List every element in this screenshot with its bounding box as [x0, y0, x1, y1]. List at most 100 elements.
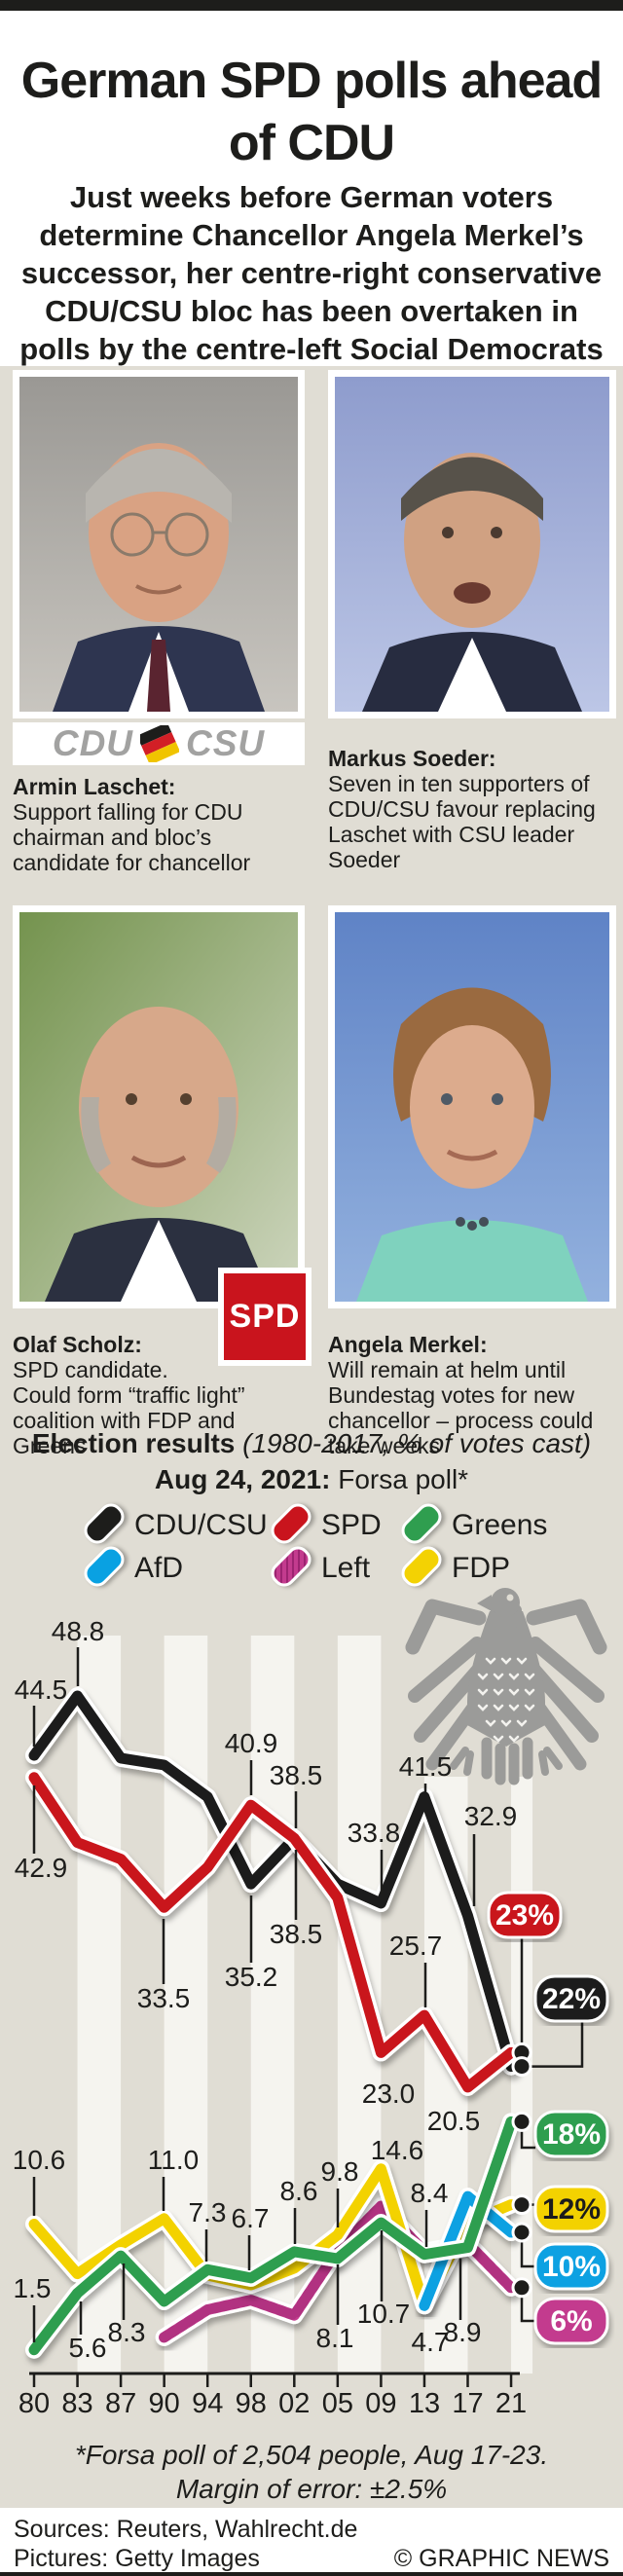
svg-text:14.6: 14.6	[371, 2135, 424, 2165]
cdu-logo-text: CDU	[52, 723, 134, 763]
svg-text:9.8: 9.8	[321, 2156, 359, 2187]
svg-text:25.7: 25.7	[389, 1931, 443, 1961]
caption-angela-merkel: Angela Merkel: Will remain at helm until…	[328, 1332, 618, 1458]
svg-text:17: 17	[452, 2388, 483, 2419]
spd-logo: SPD	[218, 1268, 312, 1366]
intro-text: Just weeks before German voters determin…	[19, 180, 604, 366]
german-flag-icon	[140, 725, 180, 762]
caption-olaf-scholz: Olaf Scholz: SPD candidate. Could form “…	[13, 1332, 309, 1458]
value-annotations: 44.548.842.940.938.538.535.233.533.841.5…	[13, 1616, 518, 2363]
svg-text:7.3: 7.3	[189, 2197, 227, 2227]
legend-label: Greens	[452, 1509, 548, 1541]
svg-text:6%: 6%	[550, 2305, 592, 2337]
poll-badges: 23% 22% 18% 12% 10% 6%	[487, 1891, 609, 2345]
svg-text:21: 21	[495, 2388, 527, 2419]
svg-text:35.2: 35.2	[225, 1962, 278, 1992]
chart-title: Election results	[31, 1428, 236, 1458]
caption-name: Markus Soeder:	[328, 746, 496, 771]
chart-subtitle: (1980-2017, % of votes cast)	[235, 1428, 592, 1458]
footnote-line2: Margin of error: ±2.5%	[175, 2474, 448, 2504]
svg-text:83: 83	[61, 2388, 92, 2419]
photo-armin-laschet	[13, 370, 305, 718]
svg-text:33.5: 33.5	[137, 1983, 191, 2013]
svg-text:41.5: 41.5	[399, 1751, 453, 1782]
election-results-chart: 80 83 87 90 94 98 02 05 09 13 17 21 44.5 48.8 42.9 40.9…	[13, 1588, 609, 2419]
footer-credit: © GRAPHIC NEWS	[393, 2545, 609, 2572]
svg-text:20.5: 20.5	[427, 2106, 481, 2136]
x-axis: 80 83 87 90 94 98 02 05 09 13 17 21	[18, 2372, 527, 2419]
footnote-line1: *Forsa poll of 2,504 people, Aug 17-23.	[74, 2440, 549, 2470]
cdu-csu-logo: CDU CSU	[13, 722, 305, 765]
svg-text:32.9: 32.9	[464, 1801, 518, 1831]
photo-olaf-scholz	[13, 905, 305, 1308]
top-rule	[0, 0, 623, 11]
chart-title-line: Election results (1980-2017, % of votes …	[0, 1425, 623, 1461]
chart-series-greens	[25, 2113, 520, 2359]
legend-label: CDU/CSU	[134, 1509, 268, 1541]
caption-name: Olaf Scholz:	[13, 1332, 142, 1357]
photo-angela-merkel	[328, 905, 616, 1308]
svg-text:6.7: 6.7	[232, 2203, 270, 2233]
olaf-scholz-portrait	[19, 912, 298, 1302]
svg-text:8.9: 8.9	[444, 2317, 482, 2347]
caption-text: Seven in ten supporters of CDU/CSU favou…	[328, 771, 596, 872]
svg-text:80: 80	[18, 2388, 50, 2419]
page-title: German SPD polls ahead of CDU	[20, 52, 603, 171]
svg-text:98: 98	[236, 2388, 267, 2419]
csu-logo-text: CSU	[186, 723, 266, 763]
svg-text:42.9: 42.9	[15, 1853, 68, 1883]
caption-name: Angela Merkel:	[328, 1332, 488, 1357]
svg-text:10.7: 10.7	[357, 2299, 411, 2329]
chart-header: Election results (1980-2017, % of votes …	[0, 1425, 623, 1497]
svg-text:02: 02	[278, 2388, 310, 2419]
markus-soeder-portrait	[335, 377, 609, 712]
svg-text:94: 94	[192, 2388, 223, 2419]
chart-poll-label: Forsa poll*	[330, 1464, 469, 1494]
svg-text:13: 13	[409, 2388, 440, 2419]
svg-text:33.8: 33.8	[348, 1818, 401, 1848]
svg-text:10%: 10%	[542, 2251, 601, 2283]
svg-text:87: 87	[105, 2388, 136, 2419]
svg-text:11.0: 11.0	[148, 2145, 199, 2175]
chart-series-spd	[25, 1768, 520, 2096]
svg-text:09: 09	[365, 2388, 396, 2419]
caption-markus-soeder: Markus Soeder: Seven in ten supporters o…	[328, 746, 616, 872]
svg-text:5.6: 5.6	[69, 2333, 107, 2363]
footer-sources: Sources: Reuters, Wahlrecht.de	[14, 2516, 358, 2543]
caption-text: Support falling for CDU chairman and blo…	[13, 799, 251, 875]
caption-text: SPD candidate. Could form “traffic light…	[13, 1357, 245, 1458]
spd-logo-spacer	[216, 1332, 309, 1371]
svg-text:8.1: 8.1	[316, 2323, 354, 2353]
svg-text:10.6: 10.6	[13, 2145, 66, 2175]
angela-merkel-portrait	[335, 912, 609, 1302]
caption-name: Armin Laschet:	[13, 774, 176, 799]
svg-text:38.5: 38.5	[270, 1760, 323, 1790]
footer-pictures: Pictures: Getty Images	[14, 2545, 260, 2572]
armin-laschet-portrait	[19, 377, 298, 712]
svg-text:8.6: 8.6	[280, 2176, 318, 2206]
bundestag-eagle-icon	[405, 1588, 607, 1785]
chart-series-cducsu	[25, 1687, 520, 2076]
svg-text:44.5: 44.5	[15, 1674, 68, 1705]
svg-text:4.7: 4.7	[412, 2327, 450, 2357]
svg-text:05: 05	[322, 2388, 353, 2419]
svg-text:1.5: 1.5	[14, 2273, 52, 2303]
svg-text:38.5: 38.5	[270, 1919, 323, 1949]
footer: Sources: Reuters, Wahlrecht.de Pictures:…	[0, 2508, 623, 2576]
legend-label: Left	[321, 1552, 371, 1584]
svg-text:48.8: 48.8	[52, 1616, 105, 1646]
svg-text:22%: 22%	[542, 1983, 601, 2015]
spd-logo-text: SPD	[229, 1298, 301, 1335]
svg-text:23%: 23%	[495, 1899, 554, 1932]
svg-text:8.3: 8.3	[108, 2317, 146, 2347]
chart-poll-date: Aug 24, 2021:	[154, 1464, 331, 1494]
photo-markus-soeder	[328, 370, 616, 718]
legend-label: AfD	[134, 1552, 184, 1584]
caption-text: Will remain at helm until Bundestag vote…	[328, 1357, 594, 1458]
svg-text:23.0: 23.0	[362, 2079, 416, 2109]
bottom-rule	[0, 2572, 623, 2576]
legend-label: FDP	[452, 1552, 510, 1584]
svg-text:8.4: 8.4	[411, 2178, 449, 2208]
chart-poll-line: Aug 24, 2021: Forsa poll*	[0, 1461, 623, 1497]
